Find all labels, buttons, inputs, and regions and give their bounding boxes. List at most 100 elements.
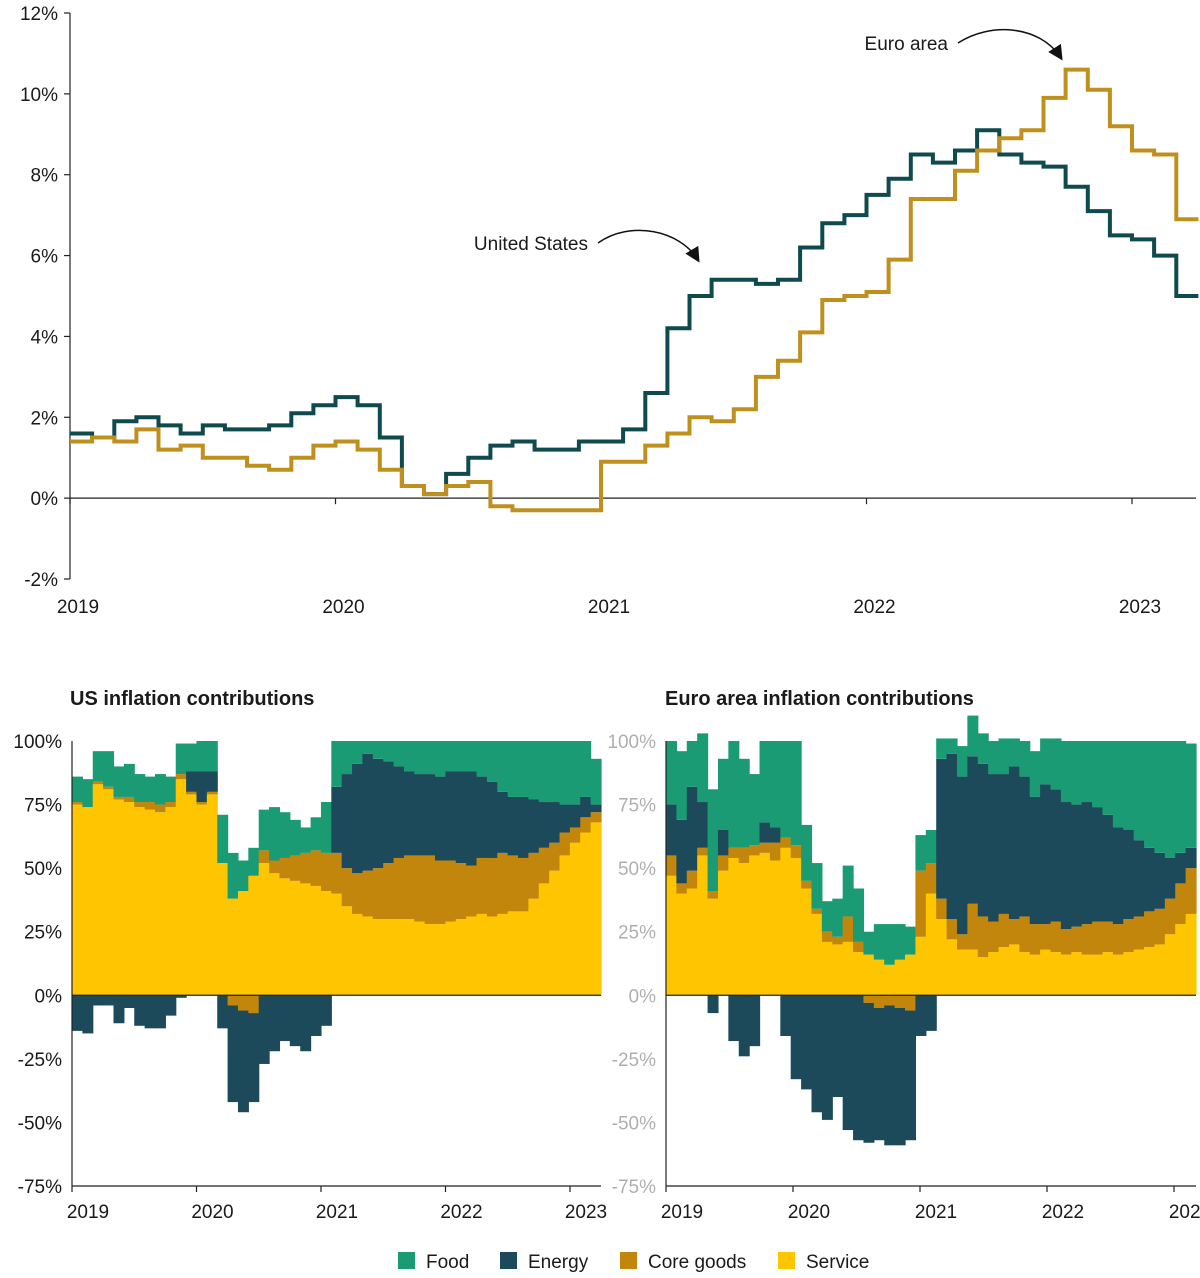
bar-segment-core-goods [237,995,249,1011]
bar-segment-food [476,741,488,777]
bar-segment-energy [165,995,177,1016]
bar-segment-core-goods [863,995,875,1003]
bar-segment-energy [842,995,854,1131]
chart-title: Euro area inflation contributions [665,688,974,710]
bar-segment-service [590,822,602,996]
y-tick-label: 12% [20,4,58,25]
y-tick-label: 6% [31,247,59,268]
bar-segment-energy [414,774,426,856]
bar-segment-core-goods [175,774,187,780]
bar-segment-core-goods [414,855,426,922]
bar-segment-energy [811,995,823,1113]
bar-segment-energy [206,771,218,792]
bar-segment-core-goods [113,796,125,800]
bar-segment-service [832,944,844,996]
bar-segment-core-goods [455,863,467,919]
bar-segment-food [455,741,467,772]
bar-segment-energy [717,830,729,856]
bar-segment-energy [154,995,166,1029]
bar-segment-service [341,906,353,996]
bar-segment-core-goods [72,802,83,805]
y-tick-label: -25% [18,1050,62,1071]
line-chart-inflation: 12% 10% 8% 6% 4% 2% 0% -2% 2019 2020 2021 2022 2023 U… [20,4,1199,618]
x-tick-label: 2020 [322,597,364,618]
bar-segment-energy [144,995,156,1029]
bar-segment-core-goods [123,796,135,803]
bar-segment-food [749,774,761,846]
x-tick-label: 2022 [440,1202,482,1223]
bar-segment-core-goods [1029,924,1041,955]
bar-segment-energy [884,1005,896,1146]
x-tick-label: 2023 [1169,1202,1200,1223]
bar-segment-energy [103,995,115,1006]
bar-segment-service [967,949,979,996]
bar-segment-core-goods [227,995,239,1006]
bar-segment-core-goods [769,842,781,861]
bar-segment-energy [686,786,698,871]
bar-segment-food [507,741,519,797]
bar-segment-food [676,751,688,820]
bar-segment-core-goods [144,802,156,810]
x-tick-label: 2021 [915,1202,957,1223]
bar-segment-service [175,779,187,996]
bar-segment-service [206,794,218,996]
bar-segment-food [549,741,561,803]
bar-segment-energy [1164,857,1176,899]
bar-segment-service [196,804,208,996]
bar-segment-food [738,758,750,848]
bar-segment-food [780,741,792,838]
bar-segment-core-goods [956,934,968,950]
bar-segment-core-goods [590,812,602,823]
bar-segment-energy [873,1008,885,1141]
bar-segment-service [486,916,498,996]
bar-segment-core-goods [435,860,447,925]
bar-segment-service [559,855,571,996]
bar-segment-food [956,746,968,777]
bar-segment-energy [248,1013,260,1103]
bar-segment-core-goods [686,870,698,889]
bar-segment-core-goods [559,832,571,856]
bar-segment-service [300,883,312,996]
bar-segment-food [1154,741,1166,853]
y-tick-label: 0% [31,489,59,510]
bar-segment-food [863,931,875,955]
bar-segment-food [801,824,813,881]
bar-segment-service [393,919,405,996]
bar-segment-food [383,741,395,762]
bar-segment-energy [466,771,478,866]
bar-segment-core-goods [801,880,813,889]
bar-segment-service [738,863,750,996]
bar-segment-energy [738,995,750,1057]
bar-segment-food [666,741,677,805]
bar-segment-food [1071,741,1083,805]
bar-segment-core-goods [676,883,688,894]
bar-segment-core-goods [279,857,291,879]
bar-segment-energy [362,753,374,871]
bar-segment-core-goods [1144,911,1156,947]
bar-segment-core-goods [445,860,457,922]
bar-segment-energy [1092,807,1104,922]
bar-segment-service [728,857,740,996]
bar-segment-food [154,774,166,805]
bar-segment-service [1133,949,1145,996]
bar-segment-energy [1071,804,1083,927]
bar-segment-core-goods [697,847,709,856]
bar-segment-core-goods [749,845,761,856]
bar-segment-service [403,919,415,996]
bar-segment-energy [728,995,740,1042]
bar-segment-food [237,860,249,892]
legend-swatch-energy [500,1252,517,1269]
annotation-arrow-united-states [597,229,700,263]
bar-segment-service [528,898,540,996]
bar-segment-service [424,924,436,996]
bar-segment-service [279,878,291,996]
bar-segment-service [466,916,478,996]
annotation-arrow-euro-area [957,28,1063,61]
legend-swatch-food [398,1252,415,1269]
y-tick-label: -2% [24,570,58,591]
bar-segment-service [811,913,823,996]
bar-segment-food [832,898,844,937]
bar-segment-energy [590,804,602,813]
bar-segment-energy [92,995,104,1006]
bar-segment-service [894,959,906,996]
